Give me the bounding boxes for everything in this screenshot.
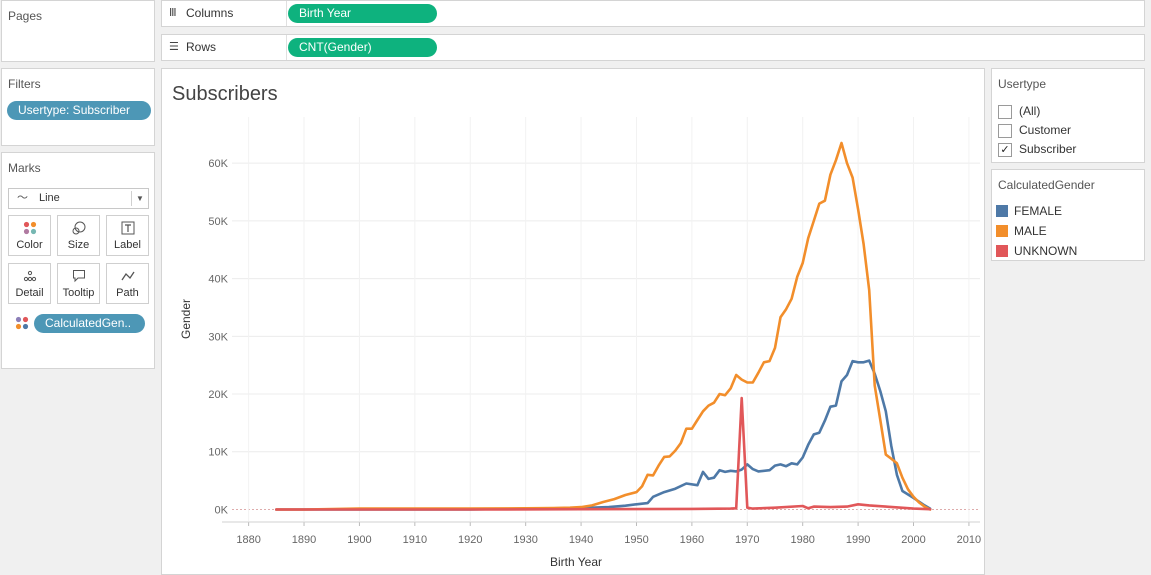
- line-chart[interactable]: 0K 10K 20K 30K 40K 50K 60K 1880 1890 1900 1910 1920…: [162, 69, 984, 574]
- y-axis-title: Gender: [179, 299, 193, 339]
- rows-shelf[interactable]: ☰ Rows CNT(Gender): [161, 34, 1145, 61]
- legend-label: FEMALE: [1014, 204, 1063, 218]
- legend-label: UNKNOWN: [1014, 244, 1078, 258]
- x-tick-label: 1950: [624, 534, 648, 546]
- x-tick-label: 1940: [569, 534, 593, 546]
- path-button[interactable]: Path: [106, 263, 149, 304]
- x-tick-label: 1970: [735, 534, 759, 546]
- color-field-icon: [15, 316, 29, 335]
- series-line-female[interactable]: [275, 359, 932, 511]
- color-icon: [9, 216, 50, 238]
- color-label: Color: [16, 239, 43, 251]
- x-tick-label: 1930: [513, 534, 537, 546]
- checkbox-checked-icon[interactable]: ✓: [998, 143, 1012, 157]
- path-label: Path: [116, 287, 139, 299]
- chevron-down-icon: ▼: [136, 194, 144, 203]
- usertype-option[interactable]: ✓ Subscriber: [992, 140, 1144, 159]
- pages-shelf: Pages: [1, 0, 155, 62]
- rows-label: Rows: [162, 35, 287, 60]
- series-line-unknown[interactable]: [275, 396, 932, 511]
- usertype-option-label: (All): [1019, 104, 1041, 118]
- columns-icon: Ⅲ: [169, 7, 177, 19]
- path-icon: [107, 264, 148, 286]
- series-line-male[interactable]: [275, 141, 932, 511]
- cnt-gender-pill[interactable]: CNT(Gender): [288, 38, 437, 57]
- legend-item[interactable]: FEMALE: [992, 202, 1144, 221]
- size-button[interactable]: Size: [57, 215, 100, 256]
- usertype-filter-card: Usertype (All) Customer ✓ Subscriber: [991, 68, 1145, 163]
- rows-icon: ☰: [169, 41, 179, 53]
- filters-shelf: Filters Usertype: Subscriber: [1, 68, 155, 146]
- legend-label: MALE: [1014, 224, 1047, 238]
- pages-title: Pages: [8, 9, 43, 23]
- y-tick-label: 30K: [208, 331, 228, 343]
- legend-item[interactable]: UNKNOWN: [992, 242, 1144, 261]
- marks-title: Marks: [8, 161, 41, 175]
- tooltip-icon: [58, 264, 99, 286]
- tooltip-button[interactable]: Tooltip: [57, 263, 100, 304]
- legend-swatch: [996, 205, 1008, 217]
- x-axis-title: Birth Year: [550, 555, 602, 569]
- y-tick-label: 20K: [208, 389, 228, 401]
- label-label: Label: [114, 239, 141, 251]
- usertype-option-label: Customer: [1019, 123, 1072, 137]
- x-tick-label: 1910: [403, 534, 427, 546]
- usertype-option[interactable]: Customer: [992, 121, 1144, 140]
- x-tick-label: 1890: [292, 534, 316, 546]
- line-mark-icon: 〜: [17, 192, 28, 204]
- x-tick-label: 1880: [236, 534, 260, 546]
- y-tick-label: 40K: [208, 274, 228, 286]
- label-button[interactable]: Label: [106, 215, 149, 256]
- chart-view: Subscribers 0K 10K 20K 30K 40K 50K 60K 1880 1890…: [161, 68, 985, 575]
- legend-item[interactable]: MALE: [992, 222, 1144, 241]
- gender-legend-card: CalculatedGender FEMALE MALE UNKNOWN: [991, 169, 1145, 261]
- x-tick-label: 1980: [790, 534, 814, 546]
- columns-label: Columns: [162, 1, 287, 26]
- dropdown-divider: [131, 191, 132, 206]
- filters-title: Filters: [8, 77, 41, 91]
- x-tick-label: 1920: [458, 534, 482, 546]
- x-tick-label: 2000: [901, 534, 925, 546]
- x-tick-label: 1990: [846, 534, 870, 546]
- detail-button[interactable]: Detail: [8, 263, 51, 304]
- detail-label: Detail: [15, 287, 44, 299]
- y-tick-label: 0K: [215, 504, 229, 516]
- usertype-option[interactable]: (All): [992, 102, 1144, 121]
- tooltip-label: Tooltip: [62, 287, 95, 299]
- birth-year-pill[interactable]: Birth Year: [288, 4, 437, 23]
- marks-card: Marks 〜 Line ▼ Color Size Label Detail T…: [1, 152, 155, 369]
- x-tick-label: 2010: [957, 534, 981, 546]
- y-tick-label: 60K: [208, 158, 228, 170]
- usertype-filter-pill[interactable]: Usertype: Subscriber: [7, 101, 151, 120]
- size-label: Size: [67, 239, 90, 251]
- text-label-icon: [107, 216, 148, 238]
- y-tick-label: 50K: [208, 216, 228, 228]
- color-button[interactable]: Color: [8, 215, 51, 256]
- mark-type-value: Line: [39, 192, 60, 204]
- x-tick-label: 1960: [680, 534, 704, 546]
- usertype-title: Usertype: [998, 77, 1047, 91]
- legend-swatch: [996, 225, 1008, 237]
- calculated-gender-pill[interactable]: CalculatedGen..: [34, 314, 145, 333]
- usertype-option-label: Subscriber: [1019, 142, 1077, 156]
- checkbox-icon[interactable]: [998, 105, 1012, 119]
- y-tick-label: 10K: [208, 447, 228, 459]
- mark-type-dropdown[interactable]: 〜 Line ▼: [8, 188, 149, 209]
- checkbox-icon[interactable]: [998, 124, 1012, 138]
- legend-swatch: [996, 245, 1008, 257]
- detail-icon: [9, 264, 50, 286]
- columns-shelf[interactable]: Ⅲ Columns Birth Year: [161, 0, 1145, 27]
- x-tick-label: 1900: [347, 534, 371, 546]
- gender-legend-title: CalculatedGender: [998, 178, 1095, 192]
- size-icon: [58, 216, 99, 238]
- chart-title: Subscribers: [172, 83, 278, 105]
